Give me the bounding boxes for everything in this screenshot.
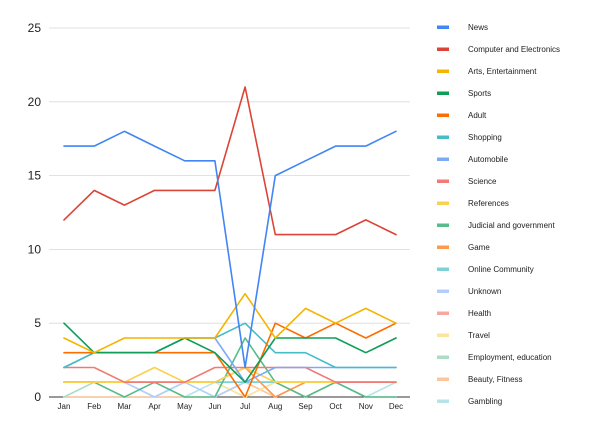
- series-line-12: [63, 381, 397, 398]
- legend-item: Sports: [437, 89, 491, 98]
- legend-label: Computer and Electronics: [468, 45, 560, 54]
- grid-lines: [49, 27, 410, 398]
- y-tick-label: 0: [34, 390, 41, 404]
- legend-swatch: [437, 289, 449, 293]
- y-axis-tick-labels: 0 5 10 15 20 25: [28, 21, 42, 404]
- legend-swatch: [437, 25, 449, 29]
- legend-item: Game: [437, 243, 490, 252]
- legend: News Computer and Electronics Arts, Entert…: [437, 23, 560, 406]
- legend-item: Employment, education: [437, 353, 552, 362]
- legend-label: Gambling: [468, 397, 502, 406]
- x-tick-label: Feb: [87, 402, 101, 411]
- legend-label: Beauty, Fitness: [468, 375, 523, 384]
- series-line-1: [63, 86, 397, 236]
- legend-swatch: [437, 135, 449, 139]
- legend-label: Automobile: [468, 155, 509, 164]
- x-axis-tick-labels: Jan Feb Mar Apr May Jun Jul Aug Sep Oct Nov Dec: [58, 402, 404, 411]
- legend-item: News: [437, 23, 488, 32]
- x-tick-label: Nov: [359, 402, 373, 411]
- y-tick-label: 15: [28, 169, 42, 183]
- legend-label: Science: [468, 177, 497, 186]
- legend-item: Adult: [437, 111, 487, 120]
- legend-label: News: [468, 23, 488, 32]
- legend-item: Health: [437, 309, 491, 318]
- legend-label: References: [468, 199, 509, 208]
- legend-label: Adult: [468, 111, 487, 120]
- legend-item: Gambling: [437, 397, 502, 406]
- series-lines: [63, 86, 397, 398]
- x-tick-label: Jan: [58, 402, 71, 411]
- legend-item: Judicial and government: [437, 221, 555, 230]
- legend-label: Employment, education: [468, 353, 552, 362]
- x-tick-label: Mar: [117, 402, 131, 411]
- legend-swatch: [437, 311, 449, 315]
- series-line-2: [63, 292, 397, 354]
- legend-swatch: [437, 91, 449, 95]
- legend-item: Shopping: [437, 133, 502, 142]
- legend-swatch: [437, 47, 449, 51]
- legend-label: Travel: [468, 331, 490, 340]
- y-tick-label: 25: [28, 21, 42, 35]
- legend-swatch: [437, 355, 449, 359]
- legend-item: Science: [437, 177, 497, 186]
- legend-swatch: [437, 377, 449, 381]
- legend-swatch: [437, 201, 449, 205]
- legend-swatch: [437, 179, 449, 183]
- legend-swatch: [437, 399, 449, 403]
- legend-swatch: [437, 113, 449, 117]
- x-tick-label: Dec: [389, 402, 403, 411]
- legend-item: Beauty, Fitness: [437, 375, 523, 384]
- legend-label: Sports: [468, 89, 491, 98]
- x-tick-label: Aug: [268, 402, 282, 411]
- legend-label: Online Community: [468, 265, 534, 274]
- x-tick-label: Oct: [329, 402, 342, 411]
- legend-item: Travel: [437, 331, 490, 340]
- x-tick-label: May: [177, 402, 192, 411]
- legend-swatch: [437, 267, 449, 271]
- legend-swatch: [437, 245, 449, 249]
- y-tick-label: 5: [34, 316, 41, 330]
- y-tick-label: 10: [28, 242, 42, 256]
- legend-item: References: [437, 199, 509, 208]
- x-tick-label: Jun: [208, 402, 221, 411]
- legend-item: Computer and Electronics: [437, 45, 560, 54]
- x-tick-label: Sep: [298, 402, 313, 411]
- legend-label: Arts, Entertainment: [468, 67, 537, 76]
- legend-swatch: [437, 69, 449, 73]
- legend-swatch: [437, 157, 449, 161]
- x-tick-label: Jul: [240, 402, 250, 411]
- legend-swatch: [437, 223, 449, 227]
- legend-label: Judicial and government: [468, 221, 555, 230]
- legend-swatch: [437, 333, 449, 337]
- legend-item: Automobile: [437, 155, 509, 164]
- series-line-0: [63, 130, 397, 369]
- legend-item: Online Community: [437, 265, 534, 274]
- y-tick-label: 20: [28, 95, 42, 109]
- legend-label: Game: [468, 243, 490, 252]
- legend-item: Unknown: [437, 287, 501, 296]
- legend-label: Unknown: [468, 287, 501, 296]
- legend-label: Shopping: [468, 133, 502, 142]
- series-line-3: [63, 322, 397, 384]
- x-tick-label: Apr: [148, 402, 161, 411]
- legend-label: Health: [468, 309, 491, 318]
- legend-item: Arts, Entertainment: [437, 67, 537, 76]
